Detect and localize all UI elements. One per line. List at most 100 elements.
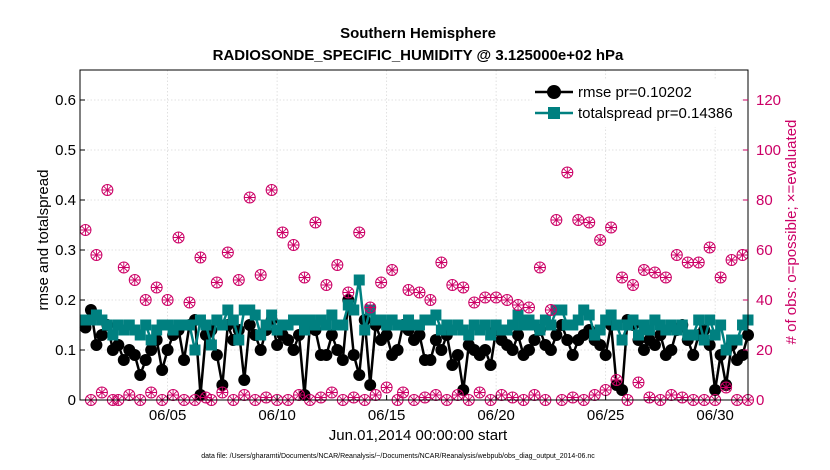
obs-evaluated-point (720, 382, 732, 393)
y-tick-label-right: 0 (756, 392, 764, 409)
totalspread-point (704, 314, 716, 326)
obs-evaluated-point (145, 387, 157, 398)
totalspread-point (709, 329, 721, 341)
obs-evaluated-point (638, 264, 650, 276)
y-tick-label-right: 120 (756, 92, 781, 109)
obs-evaluated-point (523, 302, 535, 313)
totalspread-point (605, 309, 617, 321)
obs-evaluated-point (468, 297, 480, 308)
rmse-point (139, 354, 152, 366)
obs-evaluated-point (413, 287, 425, 298)
rmse-point (210, 349, 223, 361)
obs-evaluated-point (348, 392, 360, 403)
rmse-point (512, 329, 525, 341)
totalspread-point (715, 319, 727, 331)
totalspread-point (485, 329, 497, 341)
legend-box (532, 79, 740, 127)
x-axis-label: Jun.01,2014 00:00:00 start (329, 427, 508, 444)
totalspread-point (140, 319, 152, 331)
rmse-point (90, 339, 103, 351)
rmse-point (282, 334, 295, 346)
totalspread-point (545, 319, 557, 331)
totalspread-point (348, 304, 360, 316)
obs-evaluated-point (320, 279, 332, 291)
series-circle (79, 294, 754, 401)
obs-evaluated-point (238, 389, 250, 401)
totalspread-point (320, 319, 332, 331)
obs-evaluated-point (479, 292, 491, 303)
totalspread-point (731, 334, 743, 346)
obs-evaluated-point (123, 389, 135, 401)
totalspread-point (556, 304, 568, 316)
rmse-point (451, 349, 464, 361)
obs-evaluated-point (326, 387, 338, 398)
rmse-point (637, 344, 650, 356)
series-x (79, 167, 754, 406)
rmse-point (287, 344, 300, 356)
obs-evaluated-point (550, 214, 562, 226)
rmse-point (616, 384, 629, 396)
obs-evaluated-point (173, 232, 185, 243)
rmse-point (736, 349, 749, 361)
totalspread-point (534, 324, 546, 336)
rmse-point (128, 349, 141, 361)
obs-evaluated-point (309, 217, 321, 228)
obs-evaluated-point (682, 257, 694, 268)
totalspread-point (463, 329, 475, 341)
obs-evaluated-point (222, 247, 234, 258)
obs-evaluated-point (671, 249, 683, 261)
obs-evaluated-point (496, 389, 508, 401)
chart-title: Southern Hemisphere (340, 25, 496, 42)
obs-evaluated-point (353, 227, 365, 238)
obs-evaluated-point (255, 269, 267, 281)
rmse-point (561, 334, 574, 346)
rmse-point (506, 344, 519, 356)
obs-evaluated-point (693, 257, 705, 268)
totalspread-point (205, 339, 217, 351)
x-tick-label: 06/25 (587, 407, 625, 424)
obs-evaluated-point (79, 224, 91, 236)
obs-evaluated-point (600, 384, 612, 396)
x-tick-label: 06/15 (368, 407, 406, 424)
obs-evaluated-point (266, 184, 278, 196)
rmse-point (95, 329, 108, 341)
rmse-point (413, 329, 426, 341)
rmse-point (347, 349, 360, 361)
totalspread-point (101, 319, 113, 331)
obs-evaluated-point (233, 274, 245, 286)
rmse-point (243, 319, 256, 331)
obs-evaluated-point (118, 262, 130, 273)
rmse-point (544, 344, 557, 356)
obs-evaluated-point (386, 264, 398, 276)
obs-evaluated-point (627, 279, 639, 291)
rmse-point (145, 344, 158, 356)
totalspread-point (359, 324, 371, 336)
rmse-point (331, 344, 344, 356)
totalspread-point (233, 334, 245, 346)
obs-evaluated-point (589, 389, 601, 401)
obs-evaluated-point (315, 392, 327, 403)
obs-evaluated-point (512, 299, 524, 311)
obs-evaluated-point (649, 267, 661, 278)
totalspread-point (107, 329, 119, 341)
totalspread-point (260, 319, 272, 331)
obs-evaluated-point (293, 389, 305, 401)
obs-evaluated-point (704, 242, 716, 253)
obs-evaluated-point (101, 184, 113, 196)
obs-evaluated-point (184, 297, 196, 308)
rmse-point (424, 354, 437, 366)
totalspread-point (222, 304, 234, 316)
chart-subtitle: RADIOSONDE_SPECIFIC_HUMIDITY @ 3.125000e… (213, 47, 624, 64)
obs-evaluated-point (277, 227, 289, 238)
rmse-point (479, 344, 492, 356)
obs-evaluated-point (567, 392, 579, 403)
obs-evaluated-point (632, 377, 644, 388)
y-tick-label-left: 0.2 (55, 292, 76, 309)
rmse-point (117, 354, 130, 366)
obs-evaluated-point (446, 279, 458, 291)
obs-evaluated-point (474, 387, 486, 398)
legend: rmse pr=0.10202 totalspread pr=0.14386 (532, 79, 740, 127)
obs-evaluated-point (381, 382, 393, 393)
y-tick-label-right: 60 (756, 242, 773, 259)
